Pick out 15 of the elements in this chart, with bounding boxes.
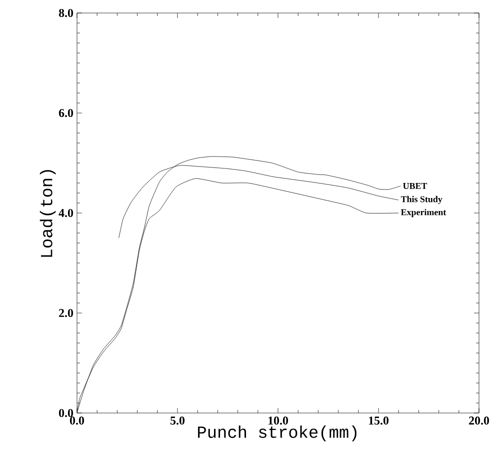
y-tick-label: 0.0 bbox=[58, 408, 74, 418]
x-tick-label: 0.0 bbox=[70, 416, 84, 425]
x-tick-label: 10.0 bbox=[268, 416, 288, 425]
y-tick-label: 2.0 bbox=[59, 308, 74, 318]
y-axis-title: Load(ton) bbox=[40, 170, 56, 257]
x-tick-label: 5.0 bbox=[170, 416, 185, 425]
y-tick-label: 8.0 bbox=[58, 8, 74, 18]
y-tick-label: 6.0 bbox=[58, 108, 74, 118]
x-axis-title: Punch stroke(mm) bbox=[198, 426, 356, 442]
x-tick-label: 15.0 bbox=[368, 416, 388, 425]
y-tick-label: 4.0 bbox=[58, 208, 74, 218]
series-label: This Study bbox=[400, 196, 442, 204]
x-tick-label: 20.0 bbox=[469, 416, 490, 425]
series-label: Experiment bbox=[400, 208, 446, 218]
series-label: UBET bbox=[403, 183, 428, 189]
